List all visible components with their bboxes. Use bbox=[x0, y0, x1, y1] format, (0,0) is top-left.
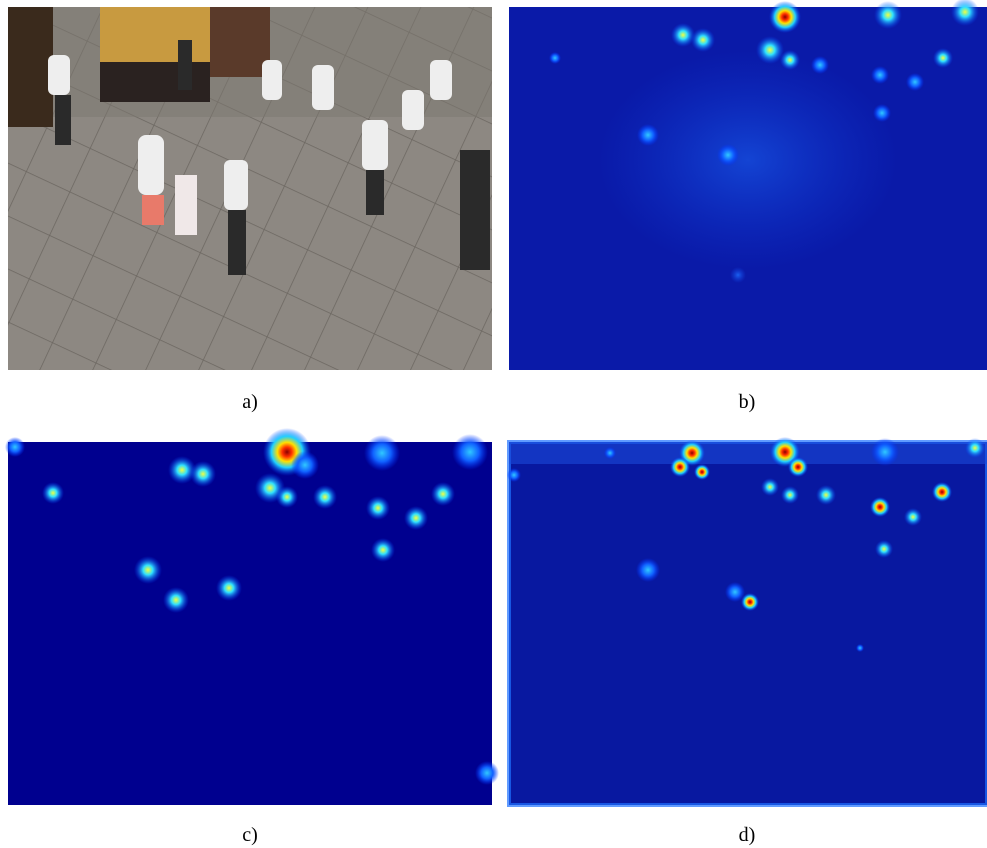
heatmap-c bbox=[5, 428, 499, 805]
heatmap-b bbox=[509, 0, 987, 370]
heatmap-d bbox=[507, 437, 987, 805]
caption: c) bbox=[242, 824, 258, 846]
figure: a) b) c) d) bbox=[0, 0, 987, 848]
caption: b) bbox=[739, 391, 756, 413]
caption: d) bbox=[739, 824, 756, 846]
photo-panel bbox=[8, 7, 492, 370]
caption: a) bbox=[242, 391, 258, 413]
